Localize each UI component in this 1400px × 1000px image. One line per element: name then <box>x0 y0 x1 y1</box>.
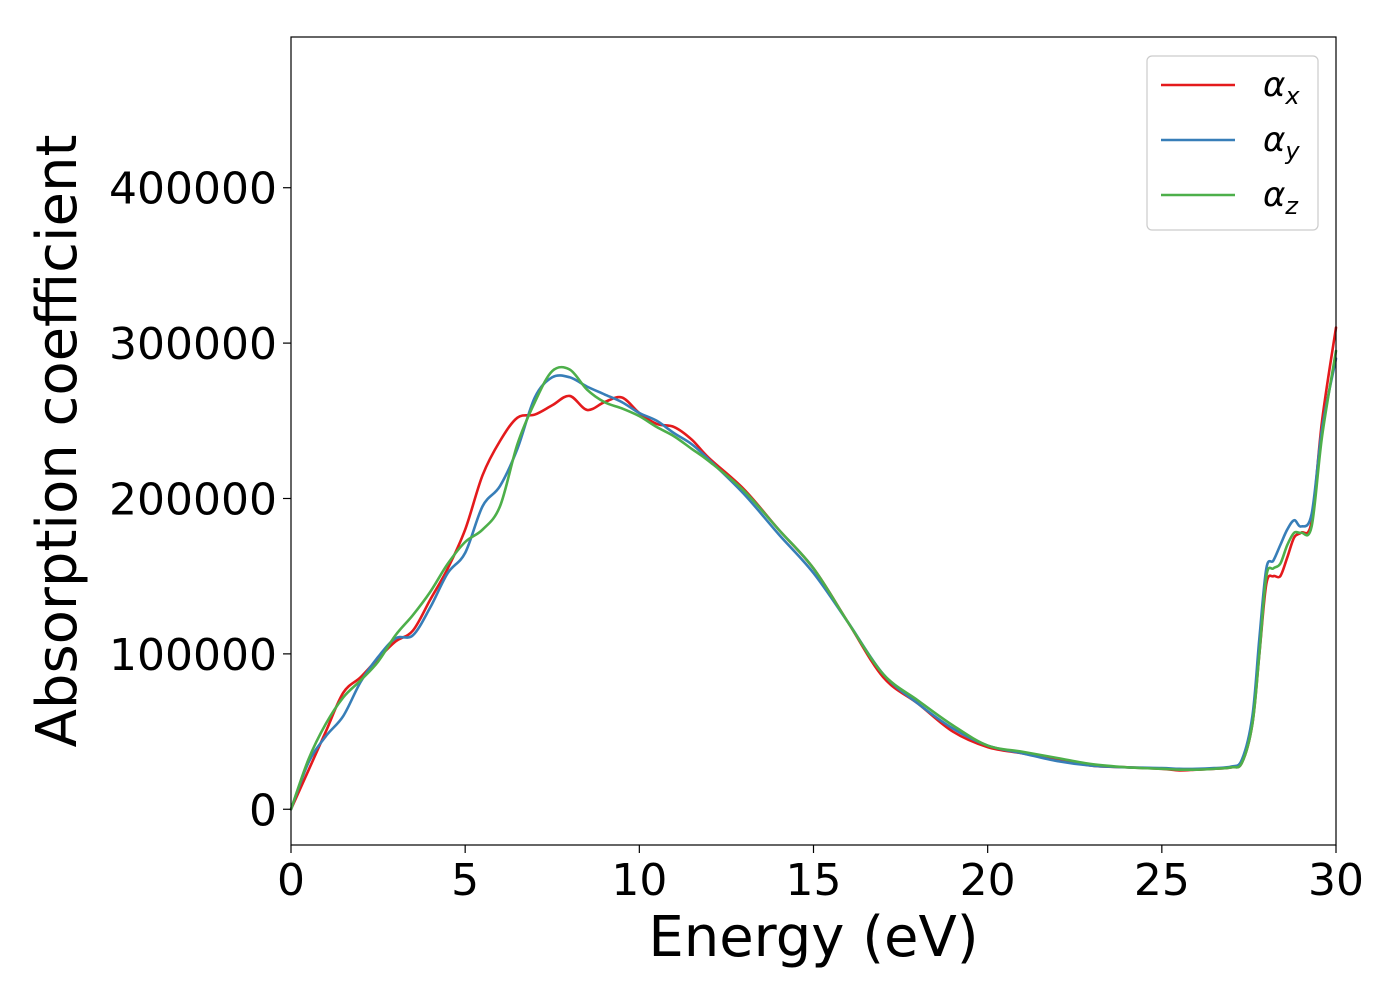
y-tick-label: 0 <box>249 785 277 836</box>
x-tick-label: 0 <box>277 855 305 906</box>
series-line-alpha-z <box>289 349 1338 811</box>
series-layer <box>289 326 1338 811</box>
legend-label-alpha-y: αy <box>1263 120 1300 165</box>
legend-box <box>1146 55 1319 231</box>
y-tick-label: 300000 <box>109 319 277 370</box>
x-tick-label: 20 <box>960 855 1016 906</box>
x-tick-label: 15 <box>786 855 842 906</box>
x-axis-title: Energy (eV) <box>648 905 978 970</box>
x-tick-label: 10 <box>611 855 667 906</box>
x-axis-ticks: 0 5 10 15 20 25 30 <box>277 845 1364 906</box>
y-tick-label: 100000 <box>109 630 277 681</box>
y-tick-label: 200000 <box>109 474 277 525</box>
y-tick-label: 400000 <box>109 164 277 215</box>
legend-label-alpha-x: αx <box>1263 65 1300 110</box>
x-tick-label: 30 <box>1308 855 1364 906</box>
x-tick-label: 25 <box>1134 855 1190 906</box>
x-tick-label: 5 <box>451 855 479 906</box>
y-axis-ticks: 0 100000 200000 300000 400000 <box>109 164 291 836</box>
y-axis-title: Absorption coefficient <box>25 135 90 748</box>
